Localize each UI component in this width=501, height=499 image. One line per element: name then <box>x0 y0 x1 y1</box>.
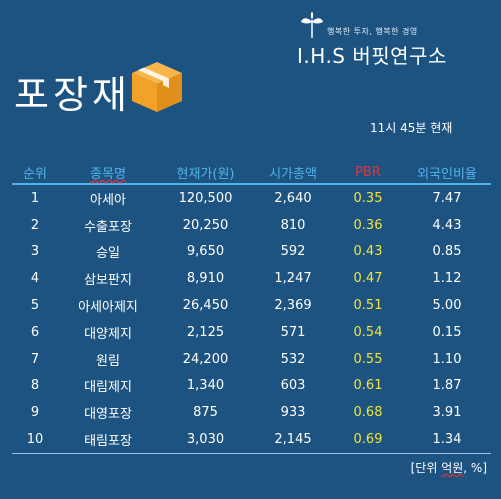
cell-foreign-ratio: 1.34 <box>403 426 491 454</box>
header-market-cap: 시가총액 <box>253 161 333 185</box>
cell-foreign-ratio: 3.91 <box>432 405 462 421</box>
cell-rank: 6 <box>30 324 40 340</box>
cell-price: 875 <box>193 405 218 421</box>
table-row: 3 승일 9,650 592 0.43 0.85 <box>12 239 491 266</box>
cell-foreign-ratio: 1.12 <box>432 271 462 287</box>
cell-pbr: 0.55 <box>353 351 383 367</box>
unit-open: [단위 <box>410 461 442 475</box>
cell-rank: 8 <box>30 378 40 394</box>
table-row: 1 아세아 120,500 2,640 0.35 7.47 <box>12 184 491 212</box>
table-header-row: 순위 종목명 현재가(원) 시가총액 PBR 외국인비율 <box>12 161 491 185</box>
cell-price: 20,250 <box>182 217 229 233</box>
header-stock-name: 종목명 <box>58 161 158 185</box>
cell-stock-name: 수출포장 <box>84 219 132 235</box>
cell-stock-name: 대영포장 <box>84 407 132 423</box>
cell-price: 120,500 <box>178 190 233 206</box>
cell-market-cap: 2,640 <box>274 190 312 206</box>
leaf-logo-icon <box>301 12 323 39</box>
cell-market-cap: 603 <box>280 378 306 394</box>
timestamp: 11시 45분 현재 <box>370 121 453 135</box>
cell-price: 26,450 <box>182 298 229 314</box>
cell-pbr: 0.47 <box>353 271 383 287</box>
cell-market-cap: 2,145 <box>253 426 333 454</box>
cell-price: 2,125 <box>186 324 225 340</box>
box-icon <box>132 62 182 112</box>
table-row: 4 삼보판지 8,910 1,247 0.47 1.12 <box>12 265 491 292</box>
table-row: 9 대영포장 875 933 0.68 3.91 <box>12 399 491 426</box>
cell-market-cap: 592 <box>280 244 306 260</box>
cell-pbr: 0.51 <box>353 298 383 314</box>
cell-price: 3,030 <box>158 426 253 454</box>
table-row: 6 대양제지 2,125 571 0.54 0.15 <box>12 319 491 346</box>
table-row: 7 원림 24,200 532 0.55 1.10 <box>12 346 491 373</box>
table-row: 10 태림포장 3,030 2,145 0.69 1.34 <box>12 426 491 454</box>
cell-pbr: 0.54 <box>353 324 383 340</box>
unit-note: [단위 억원, %] <box>411 459 487 476</box>
header-foreign-ratio: 외국인비율 <box>403 161 491 185</box>
cell-foreign-ratio: 7.47 <box>432 190 462 206</box>
unit-close: , %] <box>463 461 487 475</box>
cell-pbr: 0.69 <box>333 426 403 454</box>
cell-foreign-ratio: 1.87 <box>432 378 462 394</box>
cell-rank: 10 <box>12 426 58 454</box>
cell-price: 8,910 <box>186 271 225 287</box>
cell-stock-name: 아세아제지 <box>78 300 138 316</box>
cell-pbr: 0.36 <box>353 217 383 233</box>
header-price: 현재가(원) <box>158 161 253 185</box>
cell-foreign-ratio: 5.00 <box>432 298 462 314</box>
cell-rank: 5 <box>30 298 40 314</box>
cell-rank: 7 <box>30 351 40 367</box>
cell-foreign-ratio: 0.85 <box>432 244 462 260</box>
cell-foreign-ratio: 4.43 <box>432 217 462 233</box>
cell-rank: 3 <box>30 244 40 260</box>
cell-market-cap: 571 <box>280 324 306 340</box>
cell-market-cap: 2,369 <box>274 298 312 314</box>
brand-logo: 행복한 투자, 행복한 경영 I.H.S 버핏연구소 <box>293 12 483 68</box>
cell-pbr: 0.35 <box>353 190 383 206</box>
cell-pbr: 0.43 <box>353 244 383 260</box>
cell-rank: 2 <box>30 217 40 233</box>
cell-market-cap: 933 <box>280 405 306 421</box>
unit-word: 억원 <box>441 461 464 475</box>
cell-price: 24,200 <box>182 351 229 367</box>
cell-rank: 1 <box>30 190 40 206</box>
page-title: 포장재 <box>14 73 131 117</box>
cell-stock-name: 삼보판지 <box>84 273 132 289</box>
brand-name: I.H.S 버핏연구소 <box>297 44 447 68</box>
header-pbr: PBR <box>333 161 403 185</box>
cell-foreign-ratio: 1.10 <box>432 351 462 367</box>
cell-market-cap: 1,247 <box>274 271 312 287</box>
table-row: 8 대림제지 1,340 603 0.61 1.87 <box>12 373 491 400</box>
header-rank: 순위 <box>12 161 58 185</box>
stock-table: 순위 종목명 현재가(원) 시가총액 PBR 외국인비율 1 아세아 120,500… <box>12 161 491 454</box>
cell-rank: 9 <box>30 405 40 421</box>
cell-stock-name: 원림 <box>96 353 120 369</box>
table-row: 5 아세아제지 26,450 2,369 0.51 5.00 <box>12 292 491 319</box>
brand-tagline: 행복한 투자, 행복한 경영 <box>327 27 418 36</box>
table-row: 2 수출포장 20,250 810 0.36 4.43 <box>12 212 491 239</box>
cell-foreign-ratio: 0.15 <box>432 324 462 340</box>
cell-pbr: 0.68 <box>353 405 383 421</box>
cell-stock-name: 대림제지 <box>84 380 132 396</box>
cell-pbr: 0.61 <box>353 378 383 394</box>
cell-stock-name: 아세아 <box>90 192 126 208</box>
cell-market-cap: 532 <box>280 351 306 367</box>
cell-stock-name: 대양제지 <box>84 326 132 342</box>
cell-stock-name: 태림포장 <box>58 426 158 454</box>
cell-rank: 4 <box>30 271 40 287</box>
cell-stock-name: 승일 <box>96 246 120 262</box>
cell-price: 1,340 <box>186 378 225 394</box>
cell-price: 9,650 <box>186 244 225 260</box>
cell-market-cap: 810 <box>280 217 306 233</box>
